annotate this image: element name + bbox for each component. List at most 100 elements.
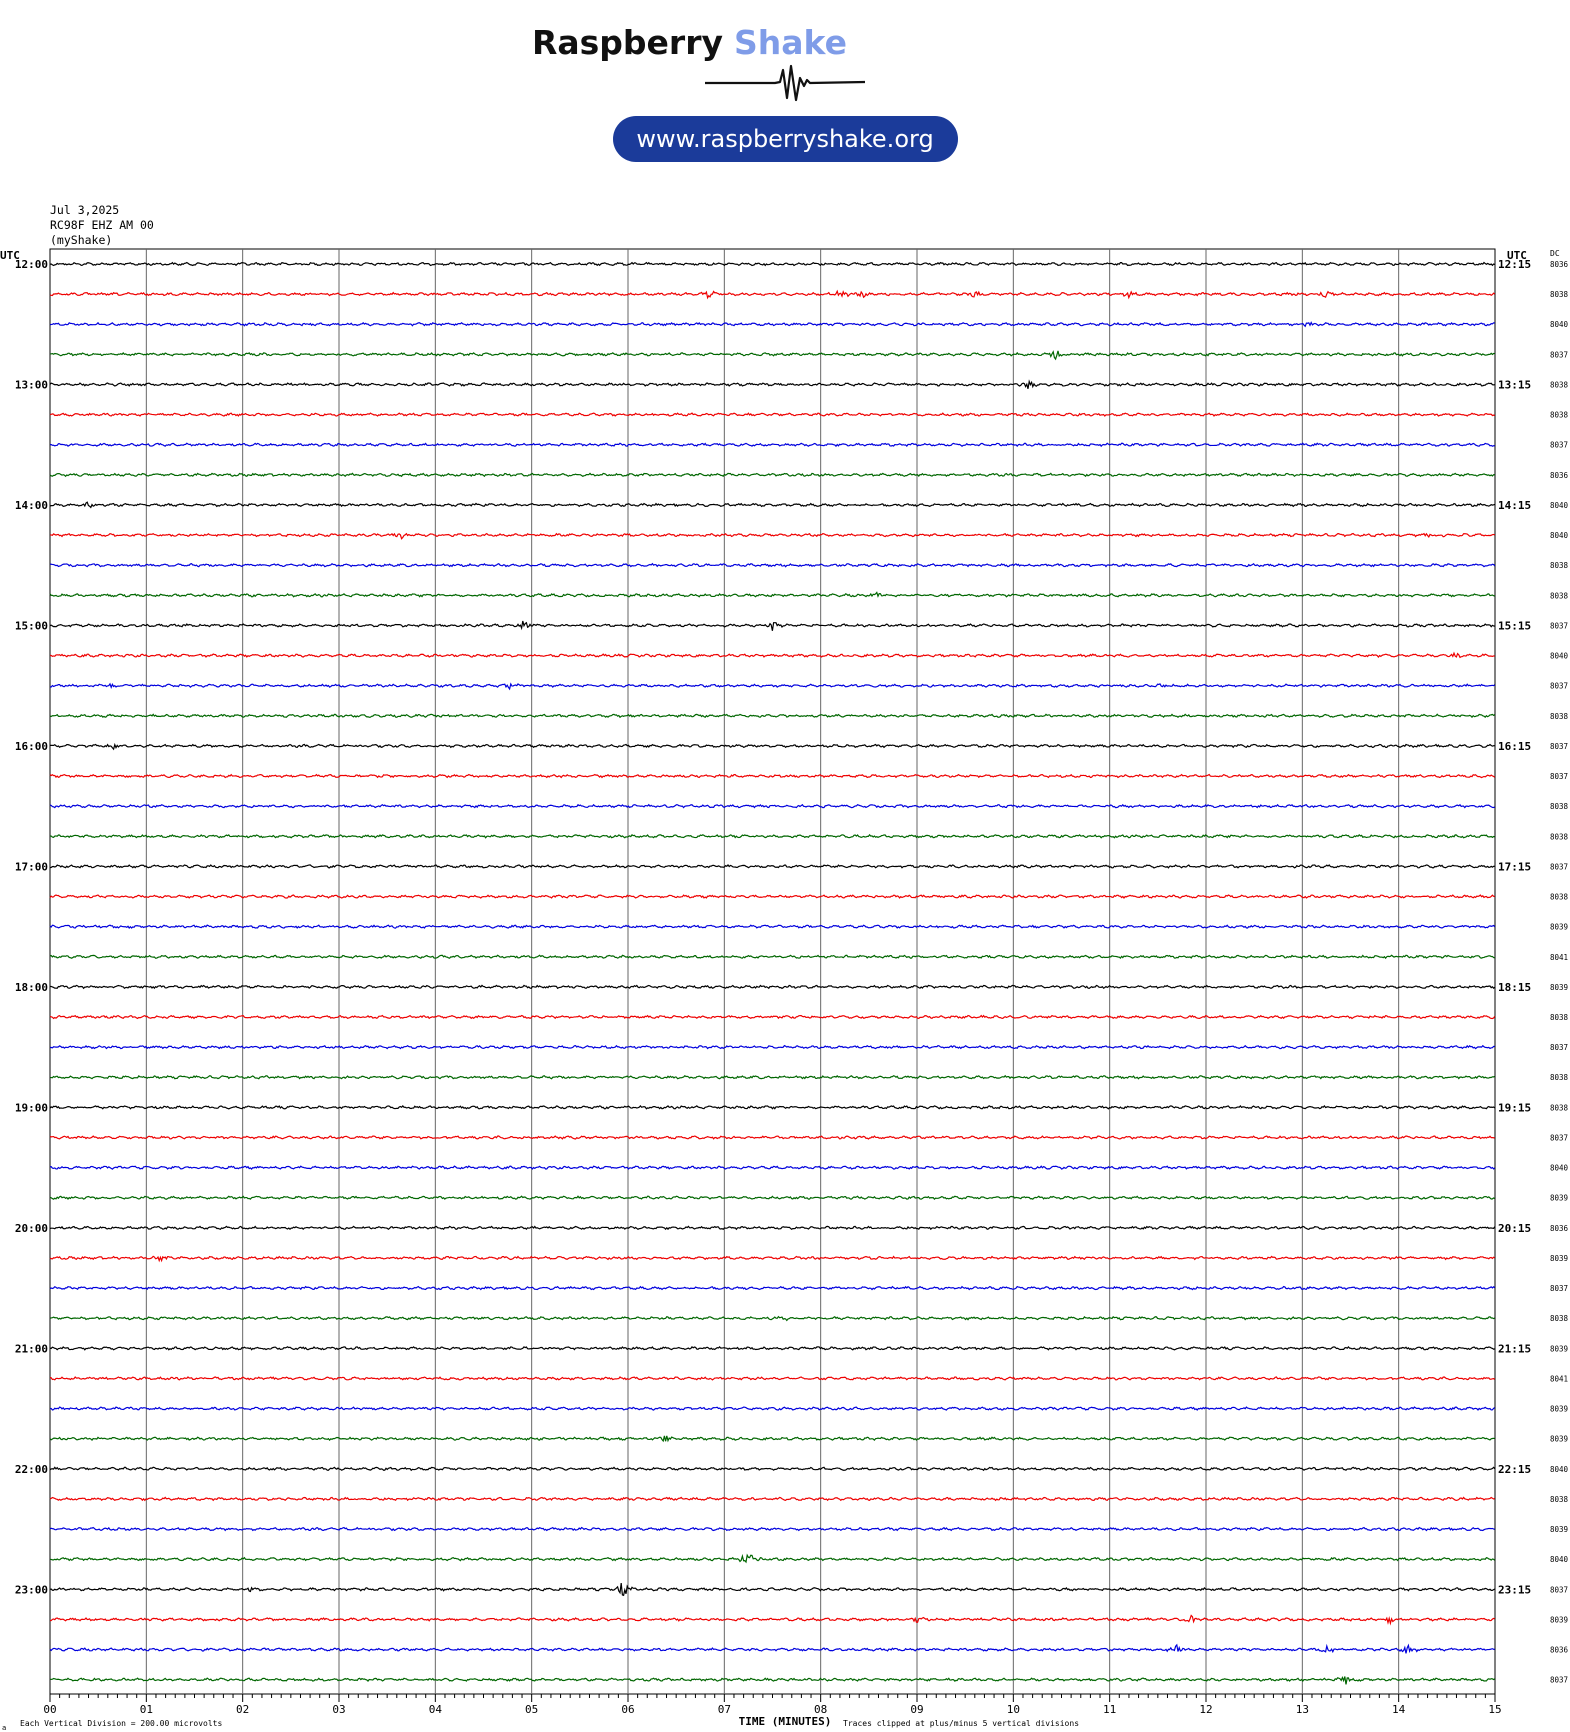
- dc-offset-label: 8039: [1550, 1254, 1568, 1263]
- url-pill[interactable]: [613, 116, 958, 162]
- right-hour-label: 21:15: [1498, 1342, 1531, 1355]
- seismic-trace: [49, 412, 1495, 417]
- dc-offset-label: 8037: [1550, 1585, 1568, 1594]
- dc-offset-label: 8038: [1550, 1073, 1569, 1082]
- dc-offset-label: 8038: [1550, 1495, 1569, 1504]
- dc-offset-label: 8037: [1550, 1043, 1568, 1052]
- utc-right-label: UTC: [1507, 249, 1527, 262]
- left-hour-labels: 12:00 13:00 14:00 15:00 16:00 17:00 18:00 19:00…: [15, 258, 48, 1596]
- dc-offset-label: 8038: [1550, 411, 1569, 420]
- seismic-trace: [49, 1255, 1496, 1263]
- dc-offset-label: 8037: [1550, 350, 1568, 359]
- dc-offset-label: 8040: [1550, 1164, 1569, 1173]
- right-hour-label: 12:15: [1498, 258, 1531, 271]
- dc-offset-label: 8037: [1550, 862, 1568, 871]
- seismogram-logo-icon: [705, 64, 866, 102]
- clip-note: Traces clipped at plus/minus 5 vertical …: [843, 1719, 1079, 1728]
- seismic-trace: [49, 651, 1495, 659]
- station-info: Jul 3,2025 RC98F EHZ AM 00 (myShake): [50, 203, 154, 247]
- dc-offset-label: 8039: [1550, 1525, 1568, 1534]
- dc-offset-label: 8037: [1550, 621, 1568, 630]
- dc-offset-label: 8039: [1550, 1344, 1568, 1353]
- seismic-trace: [49, 1466, 1496, 1472]
- dc-offset-label: 8037: [1550, 742, 1568, 751]
- seismic-trace: [49, 984, 1496, 990]
- raspberry-shake-logo: Raspberry Shake www.raspberryshake.org: [532, 23, 958, 162]
- dc-offset-label: 8039: [1550, 923, 1568, 932]
- seismic-trace: [49, 1195, 1496, 1201]
- dc-offset-label: 8040: [1550, 652, 1569, 661]
- channel-label: RC98F EHZ AM 00: [50, 218, 154, 232]
- url-link[interactable]: www.raspberryshake.org: [636, 125, 933, 153]
- x-tick-label: 02: [236, 1703, 249, 1716]
- seismic-trace: [49, 1643, 1495, 1654]
- right-hour-label: 17:15: [1498, 860, 1531, 873]
- x-tick-label: 10: [1007, 1703, 1020, 1716]
- seismic-trace: [49, 1553, 1496, 1564]
- dc-offset-label: 8040: [1550, 531, 1569, 540]
- dc-offset-label: 8037: [1550, 1133, 1568, 1142]
- right-hour-label: 14:15: [1498, 499, 1531, 512]
- seismic-trace: [49, 894, 1495, 899]
- brand-word-raspberry: Raspberry: [532, 23, 723, 62]
- dc-offset-label: 8038: [1550, 832, 1569, 841]
- x-tick-label: 03: [332, 1703, 345, 1716]
- seismic-trace: [49, 289, 1496, 300]
- left-hour-label: 18:00: [15, 981, 48, 994]
- x-axis-title: TIME (MINUTES): [739, 1715, 832, 1728]
- minute-gridlines: [145, 249, 1400, 1694]
- utc-left-label: UTC: [0, 249, 20, 262]
- right-hour-labels: 12:15 13:15 14:15 15:15 16:15 17:15 18:15 19:15…: [1498, 258, 1531, 1596]
- seismic-trace: [49, 591, 1495, 598]
- seismic-trace: [49, 562, 1496, 568]
- seismic-trace: [49, 379, 1495, 389]
- left-hour-label: 20:00: [15, 1222, 48, 1235]
- x-tick-label: 05: [525, 1703, 538, 1716]
- seismic-trace: [49, 1614, 1495, 1626]
- x-tick-label: 07: [718, 1703, 731, 1716]
- right-hour-label: 18:15: [1498, 981, 1531, 994]
- seismic-trace: [49, 321, 1495, 328]
- seismic-trace: [49, 1376, 1496, 1381]
- seismic-trace: [49, 1135, 1495, 1140]
- right-hour-label: 15:15: [1498, 619, 1531, 632]
- dc-offset-label: 8037: [1550, 682, 1568, 691]
- left-hour-label: 14:00: [15, 499, 48, 512]
- seismic-trace: [49, 1676, 1496, 1685]
- x-tick-label: 14: [1392, 1703, 1406, 1716]
- seismic-trace: [49, 261, 1495, 267]
- left-hour-label: 21:00: [15, 1342, 48, 1355]
- seismic-trace: [49, 350, 1495, 361]
- dc-offset-label: 8037: [1550, 1676, 1568, 1685]
- dc-offset-label: 8039: [1550, 1615, 1568, 1624]
- right-hour-label: 23:15: [1498, 1583, 1531, 1596]
- seismic-trace: [49, 1315, 1496, 1322]
- dc-offset-label: 8036: [1550, 471, 1569, 480]
- seismic-trace: [49, 1526, 1496, 1532]
- seismic-trace: [49, 442, 1495, 448]
- seismic-trace: [49, 1435, 1495, 1443]
- seismic-trace: [49, 954, 1495, 960]
- dc-offset-label: 8040: [1550, 1465, 1569, 1474]
- dc-header-label: DC: [1550, 249, 1560, 258]
- x-tick-label: 01: [140, 1703, 153, 1716]
- dc-offset-label: 8039: [1550, 1435, 1568, 1444]
- seismic-trace: [49, 682, 1496, 691]
- seismic-trace: [49, 620, 1495, 631]
- dc-offset-label: 8038: [1550, 591, 1569, 600]
- dc-offset-label: 8038: [1550, 1314, 1569, 1323]
- dc-offset-label: 8036: [1550, 1646, 1569, 1655]
- dc-offset-label: 8040: [1550, 501, 1569, 510]
- seismic-trace: [49, 864, 1495, 869]
- seismic-trace: [49, 924, 1496, 929]
- seismic-trace: [49, 1165, 1496, 1170]
- plot-frame: [49, 248, 1496, 1695]
- dc-offset-label: 8040: [1550, 320, 1569, 329]
- x-tick-label: 08: [814, 1703, 827, 1716]
- x-tick-label: 12: [1199, 1703, 1212, 1716]
- dc-offset-label: 8038: [1550, 380, 1569, 389]
- dc-offset-label: 8039: [1550, 1405, 1568, 1414]
- left-hour-label: 22:00: [15, 1463, 48, 1476]
- x-axis: 00 01 02 03 04 05 06 07 08 09 10 11 12 13 14 15: [43, 1694, 1502, 1716]
